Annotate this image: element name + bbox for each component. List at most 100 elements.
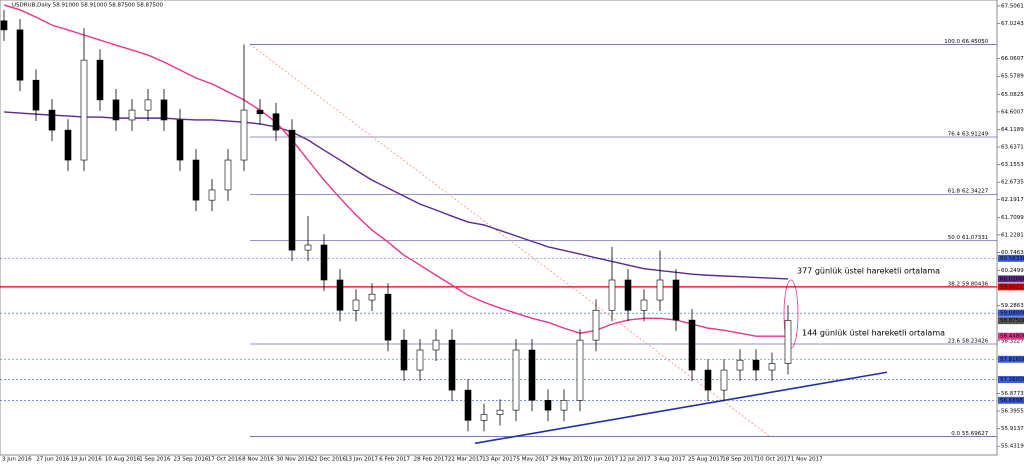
candle-body	[688, 319, 696, 371]
candle-body	[176, 119, 184, 161]
y-tick-label: 64.11890	[1001, 127, 1024, 133]
x-tick-label: 22 Dec 2016	[311, 457, 347, 463]
candle-body	[608, 279, 616, 311]
x-tick-label: 3 Jun 2016	[2, 457, 32, 463]
candle-body	[640, 299, 648, 311]
x-tick-label: 18 Sep 2017	[722, 457, 757, 463]
x-tick-label: 27 Jun 2016	[36, 457, 70, 463]
candle-body	[160, 99, 168, 121]
y-tick-label: 60.24990	[1001, 268, 1024, 274]
candle-body	[416, 349, 424, 371]
x-tick-label: 1 Nov 2017	[791, 457, 823, 463]
y-tick-label: 63.63710	[1001, 145, 1024, 151]
x-tick-label: 30 Nov 2016	[276, 457, 312, 463]
y-tick-label: 62.67350	[1001, 180, 1024, 186]
candle-body	[512, 349, 520, 411]
level-box	[998, 283, 1024, 291]
candle-body	[144, 99, 152, 111]
candle-body	[784, 320, 792, 364]
plot-frame	[0, 0, 998, 456]
candle-body	[720, 369, 728, 391]
ma-annotation: 144 günlük üstel hareketli ortalama	[802, 329, 945, 338]
x-tick-label: 23 Sep 2016	[174, 457, 209, 463]
candle-body	[672, 279, 680, 321]
y-tick-label: 61.70990	[1001, 215, 1024, 221]
candle-body	[384, 293, 392, 341]
candle-body	[96, 59, 104, 101]
y-tick-label: 62.19170	[1001, 197, 1024, 203]
level-label: 56.68983	[1000, 398, 1024, 404]
level-label: 57.81600	[1000, 357, 1024, 363]
x-tick-label: 19 Jul 2016	[71, 457, 103, 463]
level-label: 59.80217	[1000, 284, 1024, 290]
level-box	[998, 332, 1024, 340]
fib-price: 59.80436	[962, 281, 989, 287]
level-label: 60.02000	[1000, 276, 1024, 282]
y-tick-label: 66.06070	[1001, 56, 1024, 62]
level-label: 57.26000	[1000, 377, 1024, 383]
candle-body	[288, 129, 296, 251]
candle-body	[336, 279, 344, 311]
y-tick-label: 65.57890	[1001, 74, 1024, 80]
x-tick-label: 1 Sep 2016	[139, 457, 171, 463]
level-box	[998, 254, 1024, 262]
candle-body	[48, 109, 56, 131]
level-box	[998, 309, 1024, 317]
y-tick-label: 55.91370	[1001, 426, 1024, 432]
y-tick-label: 63.15530	[1001, 162, 1024, 168]
x-tick-label: 5 May 2017	[517, 457, 550, 463]
y-tick-label: 64.60070	[1001, 109, 1024, 115]
candle-body	[560, 400, 568, 411]
chart-title: USDRUB,Daily 58.91000 58.91000 58.87500 …	[12, 3, 164, 9]
fib-ratio: 0.0	[951, 431, 960, 437]
moving-average	[3, 4, 788, 337]
x-tick-label: 10 Aug 2016	[105, 457, 141, 463]
y-tick-label: 60.74630	[1001, 250, 1024, 256]
fib-price: 55.69627	[962, 431, 989, 437]
candle-body	[368, 293, 376, 301]
candle-body	[112, 99, 120, 121]
x-tick-label: 29 May 2017	[551, 457, 587, 463]
candle-body	[272, 113, 280, 131]
candle-body	[128, 109, 136, 121]
candle-body	[256, 109, 264, 115]
candle-body	[0, 20, 8, 31]
x-tick-label: 13 Jan 2017	[345, 457, 378, 463]
y-tick-label: 65.08250	[1001, 92, 1024, 98]
fib-price: 61.07331	[962, 235, 988, 241]
candle-body	[224, 159, 232, 191]
x-tick-label: 25 Aug 2017	[688, 457, 724, 463]
x-tick-label: 17 Oct 2016	[208, 457, 243, 463]
y-tick-label: 59.28630	[1001, 303, 1024, 309]
candle-body	[32, 79, 40, 111]
candle-body	[768, 363, 776, 371]
x-tick-label: 13 Apr 2017	[482, 457, 517, 463]
candle-body	[192, 159, 200, 201]
candle-body	[240, 109, 248, 161]
level-box	[998, 317, 1024, 325]
candle-body	[400, 339, 408, 371]
candle-body	[528, 349, 536, 401]
candle-body	[464, 389, 472, 421]
candle-body	[496, 409, 504, 415]
fib-ratio: 76.4	[948, 131, 961, 137]
fib-ratio: 61.8	[948, 189, 961, 195]
candle-body	[16, 29, 24, 81]
level-box	[998, 355, 1024, 363]
fib-diagonal	[249, 44, 771, 437]
y-tick-label: 55.43190	[1001, 444, 1024, 450]
trendline	[474, 371, 888, 445]
y-tick-label: 56.87730	[1001, 391, 1024, 397]
y-tick-label: 67.02430	[1001, 21, 1024, 27]
ma-annotation: 377 günlük üstel hareketli ortalama	[797, 266, 940, 275]
candle-body	[352, 299, 360, 311]
x-tick-label: 12 Jul 2017	[619, 457, 651, 463]
candle-body	[704, 369, 712, 391]
candle-body	[544, 400, 552, 411]
level-label: 59.08000	[1000, 311, 1024, 317]
level-box	[998, 396, 1024, 404]
x-tick-label: 10 Oct 2017	[757, 457, 792, 463]
level-box	[998, 275, 1024, 283]
candle-body	[624, 279, 632, 311]
